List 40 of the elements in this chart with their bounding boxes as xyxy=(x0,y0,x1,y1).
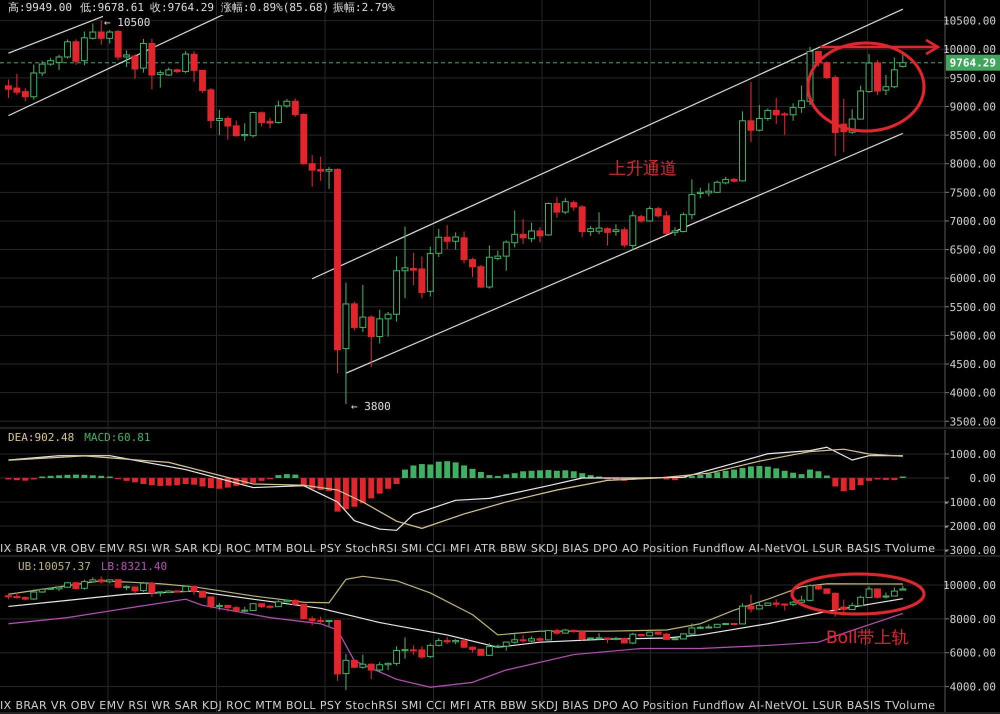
y-tick-label: 5000.00 xyxy=(950,329,996,342)
y-tick-label: -1000.00 xyxy=(943,496,996,509)
ref-line-label: 9764.29 xyxy=(950,56,996,70)
y-tick-label: 4000.00 xyxy=(950,680,996,694)
annotation: 收:9764.29 xyxy=(150,1,214,14)
annotation: Boll带上轨 xyxy=(826,628,909,648)
y-tick-label: 9000.00 xyxy=(950,100,996,114)
y-tick-label: 10000.00 xyxy=(943,578,996,592)
annotation: 高:9949.00 xyxy=(8,1,72,14)
y-tick-label: 1000.00 xyxy=(950,448,996,461)
annotation: ← 10500 xyxy=(104,16,150,29)
text: LB:8321.40 xyxy=(100,560,168,573)
y-tick-label: 6500.00 xyxy=(950,244,996,257)
annotation: 低:9678.61 xyxy=(80,1,144,14)
annotation: IX BRAR VR OBV EMV RSI WR SAR KDJ ROC MTM BOLL PSY StochRSI SMI CCI MFI ATR BBW SKDJ BIAS DPO AO Position Fundflow AI-NetVOL LSUR BASIS TVolume xyxy=(0,542,936,555)
y-tick-label: 7000.00 xyxy=(950,214,996,228)
series-label: UB:10057.37 xyxy=(18,560,91,573)
y-tick-label: 4500.00 xyxy=(950,358,996,372)
annotation: ← 3800 xyxy=(351,400,391,413)
annotation: 上升通道 xyxy=(609,159,677,179)
y-tick-label: 10000.00 xyxy=(943,43,996,56)
y-tick-label: 7500.00 xyxy=(950,186,996,200)
annotation: 涨幅:0.89%(85.68) xyxy=(221,1,330,14)
text: MACD:60.81 xyxy=(84,431,150,444)
annotation: IX BRAR VR OBV EMV RSI WR SAR KDJ ROC MTM BOLL PSY StochRSI SMI CCI MFI ATR BBW SKDJ BIAS DPO AO Position Fundflow AI-NetVOL LSUR BASIS TVolume xyxy=(0,699,936,712)
y-tick-label: 4000.00 xyxy=(950,386,996,400)
y-tick-label: 9500.00 xyxy=(950,72,996,85)
y-tick-label: 10500.00 xyxy=(943,14,996,28)
y-tick-label: 8000.00 xyxy=(950,612,996,626)
annotation: 振幅:2.79% xyxy=(333,1,396,14)
y-tick-label: 6000.00 xyxy=(950,272,996,286)
series-label: DEA:902.48 xyxy=(8,431,74,444)
y-tick-label: 5500.00 xyxy=(950,300,996,314)
y-tick-label: -3000.00 xyxy=(943,544,996,557)
y-tick-label: 3500.00 xyxy=(950,415,996,428)
y-tick-label: 8000.00 xyxy=(950,158,996,171)
y-tick-label: 8500.00 xyxy=(950,129,996,142)
y-tick-label: -2000.00 xyxy=(943,520,996,533)
y-tick-label: 0.00 xyxy=(970,472,996,485)
y-tick-label: 6000.00 xyxy=(950,646,996,660)
